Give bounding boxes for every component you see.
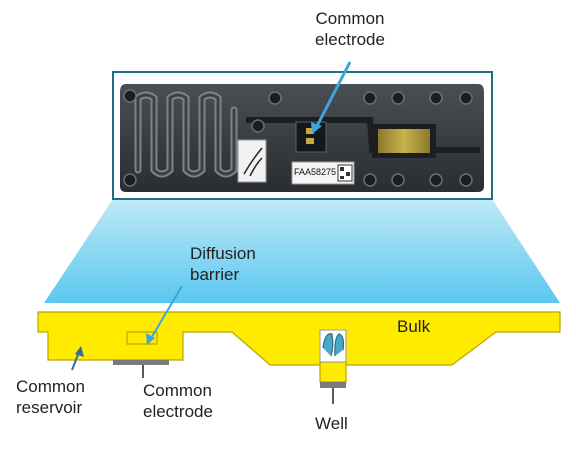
schematic-common-electrode-label: Common electrode (143, 381, 213, 421)
flow-cell-photo (112, 71, 493, 200)
bulk-channel (37, 311, 561, 366)
diffusion-barrier-label: Diffusion barrier (190, 244, 256, 284)
projection-area (44, 199, 560, 303)
chip-serial-text: FAA58275 (294, 167, 337, 177)
diffusion-barrier-pointer (149, 285, 183, 341)
bulk-label: Bulk (397, 317, 431, 336)
photo-electrode-pointer (314, 61, 352, 129)
reservoir-pointer (71, 351, 80, 371)
common-reservoir-label: Common reservoir (16, 377, 85, 417)
schematic-electrode-bar (113, 360, 169, 365)
well-label: Well (315, 414, 348, 433)
sensor-array (378, 129, 430, 153)
well (319, 329, 347, 404)
photo-common-electrode-label: Common electrode (315, 9, 385, 49)
